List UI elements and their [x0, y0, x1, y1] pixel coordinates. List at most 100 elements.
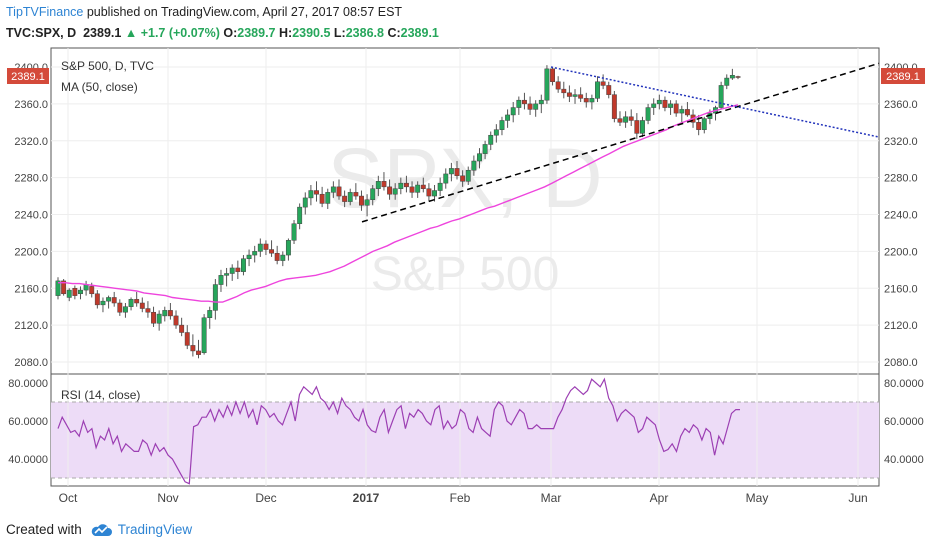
- trend-line-down[interactable]: [550, 66, 880, 138]
- candle: [94, 290, 100, 309]
- time-tick-label: Dec: [255, 491, 276, 505]
- candle: [724, 74, 730, 90]
- candle: [510, 102, 516, 123]
- candle: [134, 291, 140, 307]
- candle: [72, 285, 78, 300]
- candle: [454, 161, 460, 180]
- candle: [729, 68, 735, 80]
- candle: [611, 90, 617, 123]
- time-tick-label: Mar: [541, 491, 562, 505]
- candle: [668, 100, 674, 115]
- candle: [173, 310, 179, 329]
- price-tick-label: 2280.0: [14, 173, 48, 185]
- time-tick-label: Feb: [450, 491, 471, 505]
- price-tick-label: 2160.0: [884, 283, 918, 295]
- candle: [375, 175, 381, 197]
- candle: [623, 111, 629, 128]
- created-with-label: Created with: [6, 522, 82, 537]
- candle: [477, 148, 482, 169]
- price-tick-label: 2160.0: [14, 283, 48, 295]
- candle: [128, 297, 134, 311]
- candle: [488, 131, 494, 150]
- price-tick-label: 2240.0: [14, 210, 48, 222]
- time-tick-label: 2017: [353, 491, 380, 505]
- candle: [280, 251, 286, 267]
- price-change: +1.7 (+0.07%): [140, 26, 220, 40]
- candle: [201, 314, 207, 355]
- candle: [167, 303, 173, 320]
- candle: [561, 81, 567, 99]
- candle: [162, 306, 168, 322]
- candle: [505, 109, 511, 128]
- candle: [184, 325, 190, 350]
- candle: [662, 96, 668, 112]
- candle: [117, 299, 123, 316]
- candle: [207, 306, 213, 329]
- candle: [538, 94, 544, 114]
- candle: [314, 181, 319, 202]
- candle: [196, 339, 201, 359]
- candles-group: [55, 65, 741, 359]
- author-link[interactable]: TipTVFinance: [6, 5, 84, 19]
- candle: [606, 81, 612, 99]
- candle: [583, 92, 589, 108]
- up-arrow-icon: ▲: [124, 26, 138, 40]
- published-line: TipTVFinance published on TradingView.co…: [6, 5, 402, 19]
- candle: [179, 317, 185, 337]
- legend-rsi: RSI (14, close): [61, 388, 140, 402]
- candle: [347, 188, 353, 206]
- price-badge-left-bg: [7, 68, 49, 84]
- rsi-tick-label: 60.0000: [8, 416, 48, 428]
- candle: [679, 105, 685, 123]
- candle: [229, 264, 235, 281]
- candle: [297, 203, 303, 230]
- price-tick-label: 2320.0: [14, 136, 48, 148]
- candle: [342, 190, 348, 208]
- rsi-line: [57, 377, 740, 485]
- price-tick-label: 2320.0: [884, 136, 918, 148]
- candle: [263, 240, 269, 256]
- candle: [617, 111, 623, 126]
- candle: [684, 102, 690, 117]
- left-price-axis: 2400.02360.02320.02280.02240.02200.02160…: [14, 62, 48, 369]
- rsi-tick-label: 80.0000: [884, 378, 924, 390]
- candle: [718, 81, 724, 110]
- candle: [246, 249, 252, 267]
- candle: [122, 303, 128, 318]
- price-badge-left: 2389.1: [11, 71, 45, 83]
- symbol-label: TVC:SPX, D: [6, 26, 77, 40]
- candle: [364, 194, 370, 217]
- footer: Created with TradingView: [6, 522, 192, 537]
- price-tick-label: 2200.0: [884, 246, 918, 258]
- candle: [533, 100, 539, 117]
- price-tick-label: 2280.0: [884, 173, 918, 185]
- high-label: H:: [279, 26, 293, 40]
- candle: [651, 98, 657, 115]
- legend-ma: MA (50, close): [61, 80, 138, 94]
- candle: [735, 75, 741, 80]
- candle: [550, 67, 555, 86]
- candle: [252, 245, 258, 263]
- candle: [420, 177, 426, 193]
- candle: [139, 297, 145, 313]
- candle: [521, 92, 527, 110]
- last-price: 2389.1: [83, 26, 122, 40]
- candle: [600, 74, 606, 90]
- candle: [437, 177, 443, 197]
- candle: [640, 116, 645, 138]
- tradingview-cloud-icon: [91, 523, 112, 536]
- candle: [106, 295, 112, 309]
- trend-line-up[interactable]: [361, 62, 880, 223]
- candle: [218, 269, 224, 292]
- time-tick-label: Apr: [650, 491, 669, 505]
- candle: [544, 65, 550, 104]
- price-tick-label: 2120.0: [14, 320, 48, 332]
- candle: [572, 89, 578, 104]
- candle: [628, 109, 634, 126]
- candle: [325, 188, 331, 209]
- candle: [448, 162, 454, 182]
- candle: [555, 76, 561, 93]
- tradingview-link[interactable]: TradingView: [117, 522, 193, 537]
- candle: [471, 155, 477, 176]
